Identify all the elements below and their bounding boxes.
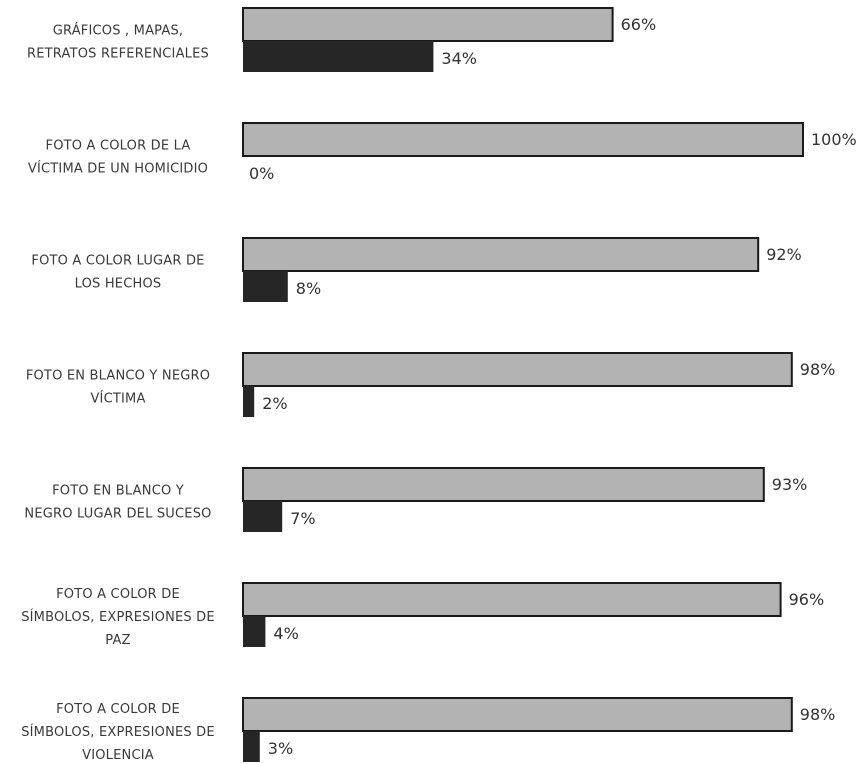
- bar-dark-2: [243, 271, 288, 302]
- bars: [242, 7, 804, 762]
- value-label-gray-5: 96%: [789, 590, 825, 609]
- category-label-1: FOTO A COLOR DE LA VÍCTIMA DE UN HOMICIDI…: [28, 139, 208, 177]
- bar-gray-3: [242, 352, 793, 387]
- bar-gray-5: [242, 582, 782, 617]
- category-label-2: FOTO A COLOR LUGAR DE LOS HECHOS: [31, 254, 204, 292]
- bar-gray-2: [242, 237, 760, 272]
- bar-dark-0: [243, 41, 434, 72]
- category-label-6: FOTO A COLOR DE SÍMBOLOS, EXPRESIONES DE V…: [21, 702, 215, 763]
- value-label-dark-1: 0%: [249, 164, 274, 183]
- bar-dark-5: [243, 616, 266, 647]
- bar-gray-6: [242, 697, 793, 732]
- bar-dark-6: [243, 731, 260, 762]
- bar-gray-0: [242, 7, 614, 42]
- value-label-gray-6: 98%: [800, 705, 836, 724]
- value-label-dark-4: 7%: [290, 509, 315, 528]
- value-label-gray-4: 93%: [772, 475, 808, 494]
- value-label-dark-6: 3%: [268, 739, 293, 758]
- value-label-dark-2: 8%: [296, 279, 321, 298]
- value-label-gray-1: 100%: [811, 130, 857, 149]
- bar-gray-1: [242, 122, 804, 157]
- category-label-4: FOTO EN BLANCO Y NEGRO LUGAR DEL SUCESO: [24, 484, 211, 522]
- value-label-gray-0: 66%: [621, 15, 657, 34]
- category-label-3: FOTO EN BLANCO Y NEGRO VÍCTIMA: [26, 369, 210, 407]
- category-label-0: GRÁFICOS , MAPAS, RETRATOS REFERENCIALES: [27, 23, 209, 62]
- value-label-gray-2: 92%: [766, 245, 802, 264]
- bar-dark-4: [243, 501, 283, 532]
- bar-dark-3: [243, 386, 255, 417]
- value-label-gray-3: 98%: [800, 360, 836, 379]
- category-label-5: FOTO A COLOR DE SÍMBOLOS, EXPRESIONES DE P…: [21, 587, 215, 648]
- value-label-dark-5: 4%: [273, 624, 298, 643]
- category-labels: GRÁFICOS , MAPAS, RETRATOS REFERENCIALES F…: [21, 23, 215, 764]
- bar-gray-4: [242, 467, 765, 502]
- value-label-dark-3: 2%: [262, 394, 287, 413]
- value-labels: 66% 34% 100% 0% 92% 8% 98% 2% 93% 7% 96% 4% 98% 3%: [249, 15, 857, 758]
- value-label-dark-0: 34%: [441, 49, 477, 68]
